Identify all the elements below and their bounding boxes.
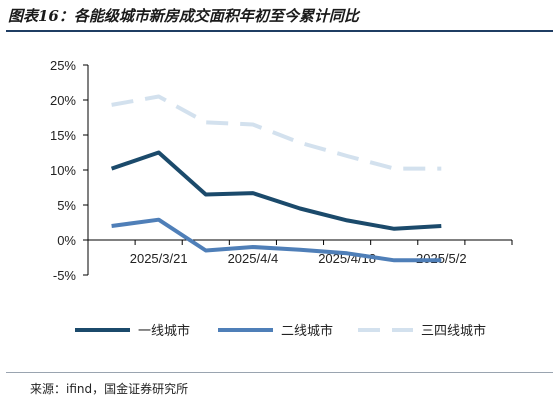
y-tick-label: 25%: [50, 58, 76, 73]
legend-label-3: 三四线城市: [421, 323, 486, 339]
x-axis: 2025/3/21 2025/4/4 2025/4/18 2025/5/2: [87, 239, 513, 266]
title-divider: [6, 30, 553, 32]
series-line-2: [111, 217, 442, 263]
legend-label-2: 二线城市: [281, 323, 333, 339]
legend-label-1: 一线城市: [138, 323, 190, 339]
y-tick-label: 15%: [50, 128, 76, 143]
series-line-3: [111, 94, 442, 171]
y-tick-label: 0%: [57, 233, 76, 248]
legend: 一线城市 二线城市 三四线城市: [75, 323, 486, 339]
y-tick-label: -5%: [53, 268, 77, 283]
chart-title: 图表16：各能级城市新房成交面积年初至今累计同比: [8, 7, 359, 25]
y-tick-label: 5%: [57, 198, 76, 213]
x-tick-label: 2025/3/21: [130, 251, 188, 266]
x-tick-label: 2025/4/4: [228, 251, 279, 266]
y-axis: 25% 20% 15% 10% 5% 0% -5%: [50, 58, 89, 283]
source-note: 来源：ifind，国金证券研究所: [30, 382, 189, 396]
series-layer: [110, 94, 442, 263]
source-divider: [6, 372, 553, 373]
y-tick-label: 10%: [50, 163, 76, 178]
y-tick-label: 20%: [50, 93, 76, 108]
series-line-1: [110, 150, 442, 231]
